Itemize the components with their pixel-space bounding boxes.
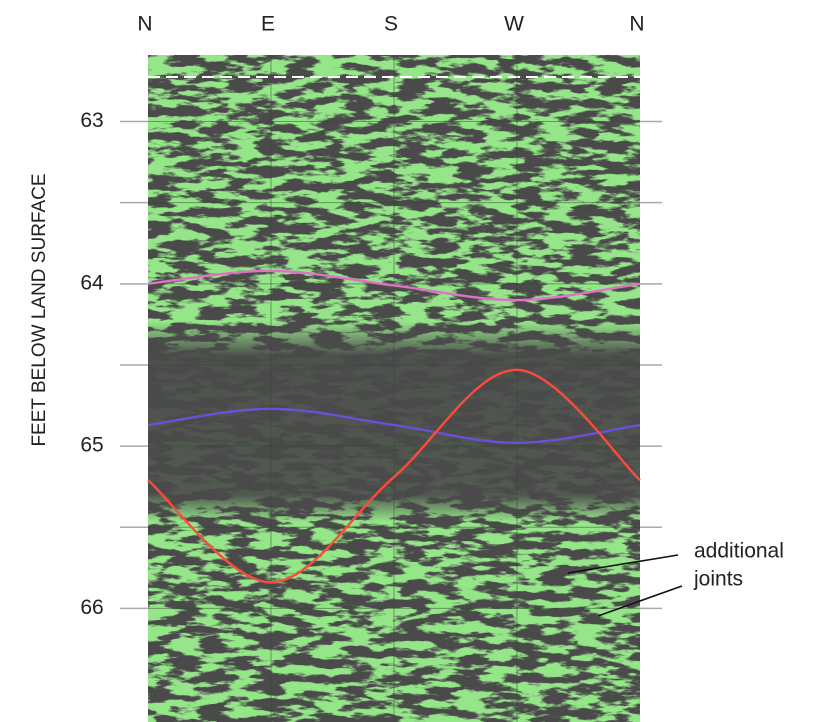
sinusoid-trace <box>147 269 641 302</box>
sinusoid-trace <box>147 368 641 584</box>
x-tick-label: N <box>137 13 152 36</box>
y-tick-label: 65 <box>80 434 103 457</box>
x-tick-label: E <box>261 13 275 36</box>
x-tick-label: N <box>629 13 644 36</box>
y-axis-label: FEET BELOW LAND SURFACE <box>29 173 50 446</box>
annotation: additional joints <box>567 540 784 617</box>
y-tick-label: 64 <box>80 271 104 294</box>
annotation-text: additional <box>694 540 784 563</box>
y-tick-label: 63 <box>80 109 103 132</box>
x-tick-label: W <box>504 13 524 36</box>
x-tick-label: S <box>384 13 398 36</box>
sinusoid-trace <box>147 407 641 445</box>
annotation-text: joints <box>693 568 743 591</box>
y-tick-label: 66 <box>80 596 103 619</box>
